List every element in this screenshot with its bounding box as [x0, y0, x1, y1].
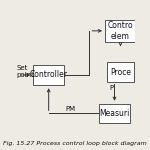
- FancyBboxPatch shape: [33, 65, 64, 85]
- Text: P: P: [110, 84, 114, 90]
- Text: Contro
elem: Contro elem: [108, 21, 133, 40]
- Text: Measuri: Measuri: [99, 109, 130, 118]
- Text: Proce: Proce: [110, 68, 131, 76]
- FancyBboxPatch shape: [107, 63, 134, 82]
- FancyBboxPatch shape: [105, 20, 136, 42]
- Text: Fig. 15.27 Process control loop block diagram: Fig. 15.27 Process control loop block di…: [3, 141, 147, 146]
- Text: PM: PM: [65, 106, 76, 112]
- FancyBboxPatch shape: [99, 104, 130, 123]
- Text: Set
point: Set point: [16, 65, 34, 78]
- Text: Controller: Controller: [30, 70, 68, 80]
